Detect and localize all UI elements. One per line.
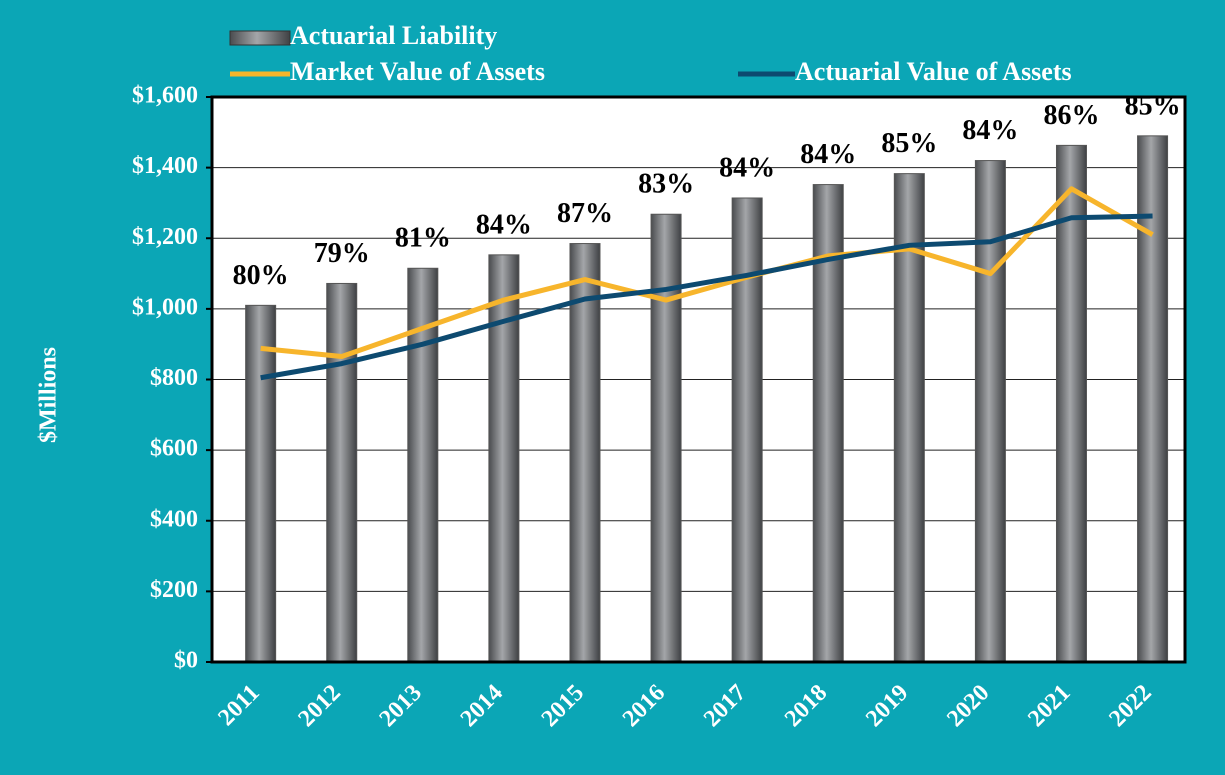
x-tick-label: 2017 [699,680,751,732]
y-tick-label: $1,200 [132,224,198,250]
funded-ratio-label: 84% [719,152,775,183]
x-tick-label: 2011 [213,680,264,731]
x-tick-label: 2022 [1104,680,1156,732]
line [260,186,1154,360]
funded-ratio-label: 84% [476,209,532,240]
x-tick-label: 2021 [1023,680,1075,732]
y-tick-label: $0 [174,648,198,674]
legend-label: Actuarial Liability [290,21,497,50]
bar [326,282,358,663]
x-tick-label: 2016 [618,680,670,732]
funded-ratio-label: 79% [314,238,370,269]
y-tick-label: $1,400 [132,153,198,179]
x-tick-label: 2014 [456,680,508,732]
legend-label: Actuarial Value of Assets [795,57,1072,86]
y-tick-label: $1,600 [132,83,198,109]
legend-swatch [229,30,291,46]
bar [974,160,1006,663]
y-tick-label: $400 [150,506,198,532]
legend-label: Market Value of Assets [290,57,545,86]
funded-ratio-label: 83% [638,169,694,200]
y-tick-label: $800 [150,365,198,391]
funded-ratio-label: 86% [1043,100,1099,131]
bar [893,173,925,663]
x-tick-label: 2015 [537,680,589,732]
y-tick-label: $200 [150,577,198,603]
y-axis-label: $Millions [36,347,62,443]
bar [812,184,844,663]
bar [650,213,682,663]
line [260,213,1153,381]
x-tick-label: 2018 [780,680,832,732]
bar [569,243,601,663]
x-tick-label: 2020 [942,680,994,732]
x-tick-label: 2019 [861,680,913,732]
bar [1055,144,1087,663]
funded-ratio-label: 81% [395,223,451,254]
bar [731,197,763,663]
y-tick-label: $1,000 [132,294,198,320]
funded-ratio-label: 80% [233,260,289,291]
funded-ratio-label: 84% [962,115,1018,146]
funded-ratio-label: 85% [881,128,937,159]
bar [245,304,277,663]
funded-ratio-label: 84% [800,139,856,170]
x-tick-label: 2013 [375,680,427,732]
x-tick-label: 2012 [294,680,346,732]
plot-border [210,95,1187,664]
funded-ratio-label: 87% [557,198,613,229]
y-tick-label: $600 [150,436,198,462]
funded-ratio-label: 85% [1125,90,1181,121]
